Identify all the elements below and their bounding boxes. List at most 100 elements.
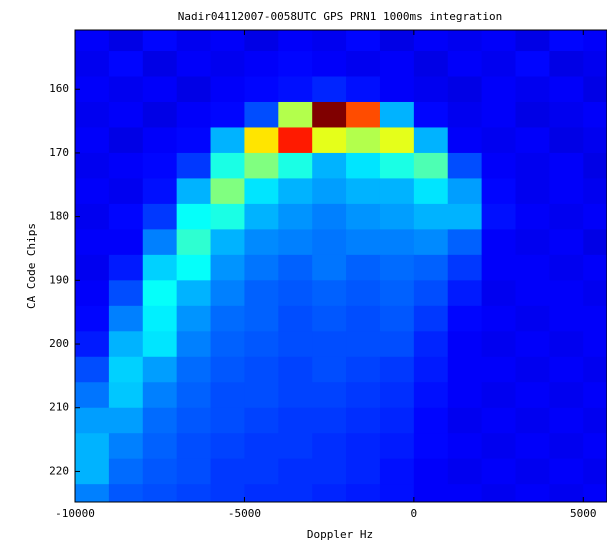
heatmap-cell bbox=[346, 407, 381, 434]
heatmap-cell bbox=[210, 30, 245, 52]
heatmap-cell bbox=[515, 101, 550, 128]
heatmap-cell bbox=[447, 152, 483, 179]
heatmap-cell bbox=[176, 30, 212, 52]
heatmap-cell bbox=[379, 280, 415, 307]
heatmap-cell bbox=[379, 433, 415, 460]
heatmap-cell bbox=[515, 280, 550, 307]
heatmap-cell bbox=[75, 484, 110, 502]
heatmap-cell bbox=[210, 76, 245, 103]
heatmap-cell bbox=[312, 458, 347, 485]
heatmap-cell bbox=[583, 101, 607, 128]
heatmap-cell bbox=[515, 433, 550, 460]
heatmap-cell bbox=[142, 30, 178, 52]
heatmap-cell bbox=[549, 407, 584, 434]
heatmap-cell bbox=[244, 484, 279, 502]
heatmap-cell bbox=[549, 356, 584, 383]
heatmap-cell bbox=[379, 101, 415, 128]
heatmap-cell bbox=[447, 458, 483, 485]
heatmap-cell bbox=[515, 356, 550, 383]
heatmap-cell bbox=[346, 101, 381, 128]
heatmap-cell bbox=[481, 458, 517, 485]
heatmap-cell bbox=[515, 178, 550, 205]
heatmap-cell bbox=[75, 280, 110, 307]
heatmap-cell bbox=[75, 51, 110, 77]
heatmap-cell bbox=[142, 331, 178, 358]
heatmap-cell bbox=[447, 433, 483, 460]
heatmap-cell bbox=[346, 178, 381, 205]
heatmap-cell bbox=[549, 203, 584, 230]
heatmap-cell bbox=[142, 458, 178, 485]
heatmap-cell bbox=[583, 382, 607, 409]
heatmap-cell bbox=[108, 51, 144, 77]
heatmap-cell bbox=[481, 331, 517, 358]
heatmap-cell bbox=[549, 127, 584, 154]
heatmap-cell bbox=[278, 433, 313, 460]
heatmap-cell bbox=[142, 127, 178, 154]
heatmap-cell bbox=[379, 30, 415, 52]
heatmap-cell bbox=[75, 178, 110, 205]
heatmap-cell bbox=[413, 305, 449, 332]
heatmap-cell bbox=[278, 76, 313, 103]
heatmap-cell bbox=[549, 280, 584, 307]
heatmap-cell bbox=[244, 229, 279, 256]
heatmap-cell bbox=[346, 382, 381, 409]
heatmap-cell bbox=[549, 254, 584, 281]
heatmap-cell bbox=[108, 127, 144, 154]
heatmap-cell bbox=[447, 280, 483, 307]
heatmap-cell bbox=[481, 101, 517, 128]
heatmap-cell bbox=[210, 254, 245, 281]
heatmap-cell bbox=[210, 178, 245, 205]
heatmap-cell bbox=[413, 280, 449, 307]
heatmap-cell bbox=[244, 280, 279, 307]
heatmap-cell bbox=[515, 382, 550, 409]
heatmap-cell bbox=[549, 76, 584, 103]
heatmap-cell bbox=[312, 433, 347, 460]
heatmap-cell bbox=[447, 203, 483, 230]
heatmap-cell bbox=[75, 331, 110, 358]
heatmap-cell bbox=[210, 51, 245, 77]
heatmap-cell bbox=[278, 254, 313, 281]
heatmap-cell bbox=[244, 178, 279, 205]
heatmap-cell bbox=[379, 356, 415, 383]
heatmap-cell bbox=[379, 305, 415, 332]
heatmap-cell bbox=[481, 254, 517, 281]
y-tick-label: 170 bbox=[49, 146, 69, 159]
heatmap-cell bbox=[142, 356, 178, 383]
heatmap-cell bbox=[244, 356, 279, 383]
heatmap-cell bbox=[447, 305, 483, 332]
heatmap-cell bbox=[515, 229, 550, 256]
heatmap-cell bbox=[515, 305, 550, 332]
heatmap-cell bbox=[379, 51, 415, 77]
heatmap-cell bbox=[176, 382, 212, 409]
heatmap-cell bbox=[312, 203, 347, 230]
heatmap-cell bbox=[312, 382, 347, 409]
heatmap-cell bbox=[447, 76, 483, 103]
heatmap-cell bbox=[583, 305, 607, 332]
heatmap-cell bbox=[176, 229, 212, 256]
heatmap-cell bbox=[244, 152, 279, 179]
heatmap-cell bbox=[176, 178, 212, 205]
heatmap-cell bbox=[447, 331, 483, 358]
heatmap-cell bbox=[142, 407, 178, 434]
heatmap-cell bbox=[312, 229, 347, 256]
heatmap-cell bbox=[379, 76, 415, 103]
heatmap-cell bbox=[447, 356, 483, 383]
heatmap-cell bbox=[379, 229, 415, 256]
heatmap-cell bbox=[108, 305, 144, 332]
heatmap-cell bbox=[108, 152, 144, 179]
heatmap-cell bbox=[379, 178, 415, 205]
heatmap-cell bbox=[108, 458, 144, 485]
heatmap-cell bbox=[346, 280, 381, 307]
heatmap-cell bbox=[515, 30, 550, 52]
x-axis-label: Doppler Hz bbox=[307, 528, 373, 541]
heatmap-cell bbox=[108, 101, 144, 128]
heatmap-cell bbox=[379, 254, 415, 281]
heatmap-cell bbox=[108, 254, 144, 281]
heatmap-cell bbox=[176, 152, 212, 179]
heatmap-cell bbox=[481, 152, 517, 179]
heatmap-cell bbox=[278, 229, 313, 256]
heatmap-cell bbox=[176, 458, 212, 485]
heatmap-cell bbox=[75, 229, 110, 256]
axes-frame bbox=[74, 29, 607, 503]
y-tick-label: 210 bbox=[49, 401, 69, 414]
